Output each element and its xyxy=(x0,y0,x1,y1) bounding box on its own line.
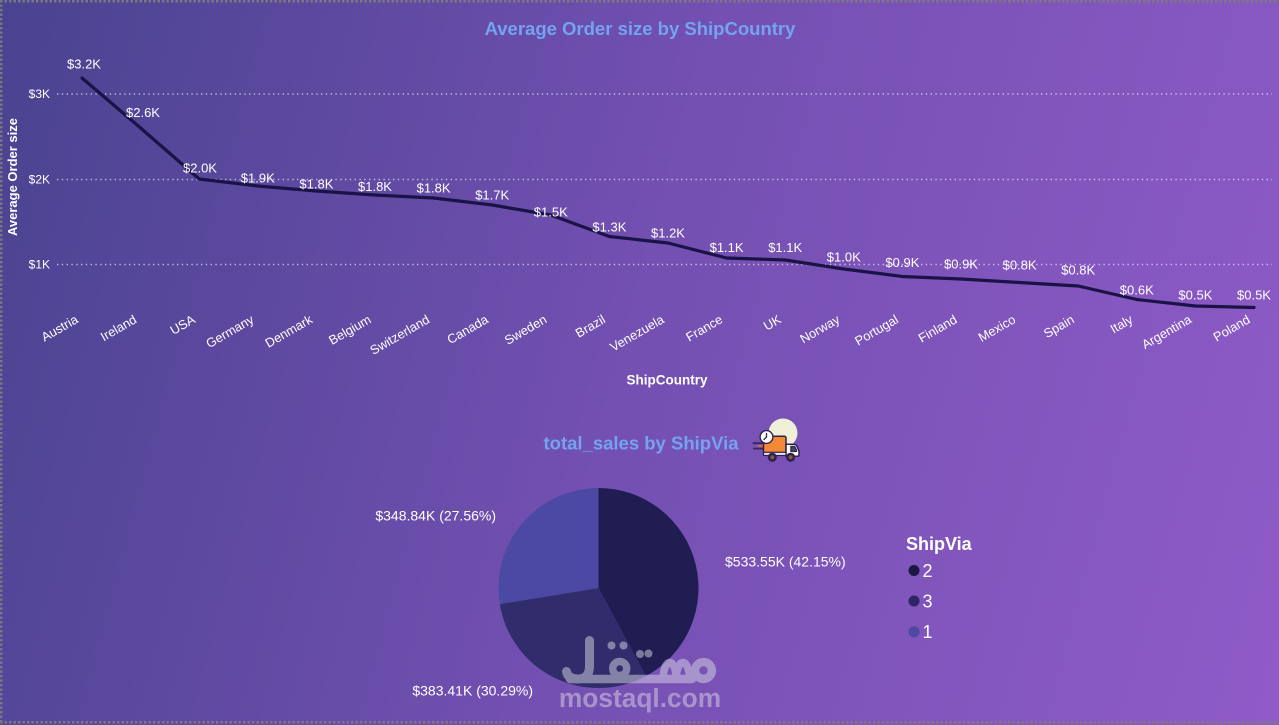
svg-text:total_sales by ShipVia: total_sales by ShipVia xyxy=(543,433,739,454)
svg-text:Brazil: Brazil xyxy=(573,312,608,341)
svg-text:$0.9K: $0.9K xyxy=(944,257,978,272)
svg-text:$0.8K: $0.8K xyxy=(1003,258,1037,273)
svg-text:Austria: Austria xyxy=(39,311,82,344)
svg-text:$1.8K: $1.8K xyxy=(299,177,333,192)
svg-text:Italy: Italy xyxy=(1107,311,1135,336)
svg-text:$1.5K: $1.5K xyxy=(534,205,568,220)
svg-text:$0.5K: $0.5K xyxy=(1237,288,1271,303)
svg-text:Spain: Spain xyxy=(1041,312,1077,341)
svg-text:3: 3 xyxy=(923,592,933,612)
svg-text:Switzerland: Switzerland xyxy=(367,312,432,358)
svg-text:$3.2K: $3.2K xyxy=(67,57,101,72)
svg-text:ShipCountry: ShipCountry xyxy=(627,373,708,388)
svg-text:USA: USA xyxy=(167,311,198,337)
svg-text:Portugal: Portugal xyxy=(852,312,901,349)
svg-text:$533.55K (42.15%): $533.55K (42.15%) xyxy=(725,554,846,570)
svg-text:Belgium: Belgium xyxy=(326,312,374,348)
svg-text:Norway: Norway xyxy=(797,311,843,346)
svg-text:$1.8K: $1.8K xyxy=(417,181,451,196)
svg-text:$383.41K (30.29%): $383.41K (30.29%) xyxy=(412,683,533,699)
svg-text:UK: UK xyxy=(761,311,784,333)
svg-text:France: France xyxy=(683,312,725,345)
svg-text:Germany: Germany xyxy=(203,311,257,351)
svg-text:$0.5K: $0.5K xyxy=(1178,288,1212,303)
svg-text:ShipVia: ShipVia xyxy=(906,534,973,554)
svg-text:Denmark: Denmark xyxy=(262,311,315,350)
svg-text:$1.1K: $1.1K xyxy=(768,240,802,255)
svg-text:$1.1K: $1.1K xyxy=(710,240,744,255)
svg-text:Sweden: Sweden xyxy=(502,312,550,348)
svg-text:Average Order size: Average Order size xyxy=(5,118,20,236)
svg-text:Argentina: Argentina xyxy=(1139,311,1195,352)
svg-text:$1.0K: $1.0K xyxy=(827,250,861,265)
svg-text:$1K: $1K xyxy=(29,258,50,272)
svg-text:Ireland: Ireland xyxy=(98,312,139,345)
svg-text:$348.84K (27.56%): $348.84K (27.56%) xyxy=(375,508,496,524)
svg-text:$3K: $3K xyxy=(29,87,50,101)
svg-text:Poland: Poland xyxy=(1210,312,1252,345)
svg-text:Mexico: Mexico xyxy=(975,312,1018,345)
svg-text:Finland: Finland xyxy=(916,312,960,346)
svg-text:Canada: Canada xyxy=(444,311,491,347)
svg-text:$1.8K: $1.8K xyxy=(358,179,392,194)
svg-text:$0.6K: $0.6K xyxy=(1120,283,1154,298)
svg-text:$1.2K: $1.2K xyxy=(651,226,685,241)
svg-text:$2K: $2K xyxy=(29,173,50,187)
svg-text:1: 1 xyxy=(923,622,933,642)
svg-text:$1.3K: $1.3K xyxy=(592,220,626,235)
svg-text:2: 2 xyxy=(923,561,933,581)
svg-text:$0.9K: $0.9K xyxy=(885,255,919,270)
svg-text:$1.9K: $1.9K xyxy=(241,171,275,186)
svg-text:$2.6K: $2.6K xyxy=(126,105,160,120)
svg-text:Average Order size by ShipCoun: Average Order size by ShipCountry xyxy=(485,18,797,39)
svg-text:$0.8K: $0.8K xyxy=(1061,263,1095,278)
svg-text:Venezuela: Venezuela xyxy=(607,311,667,354)
svg-text:mostaql.com: mostaql.com xyxy=(559,683,721,713)
svg-text:$1.7K: $1.7K xyxy=(475,188,509,203)
svg-text:$2.0K: $2.0K xyxy=(183,161,217,176)
